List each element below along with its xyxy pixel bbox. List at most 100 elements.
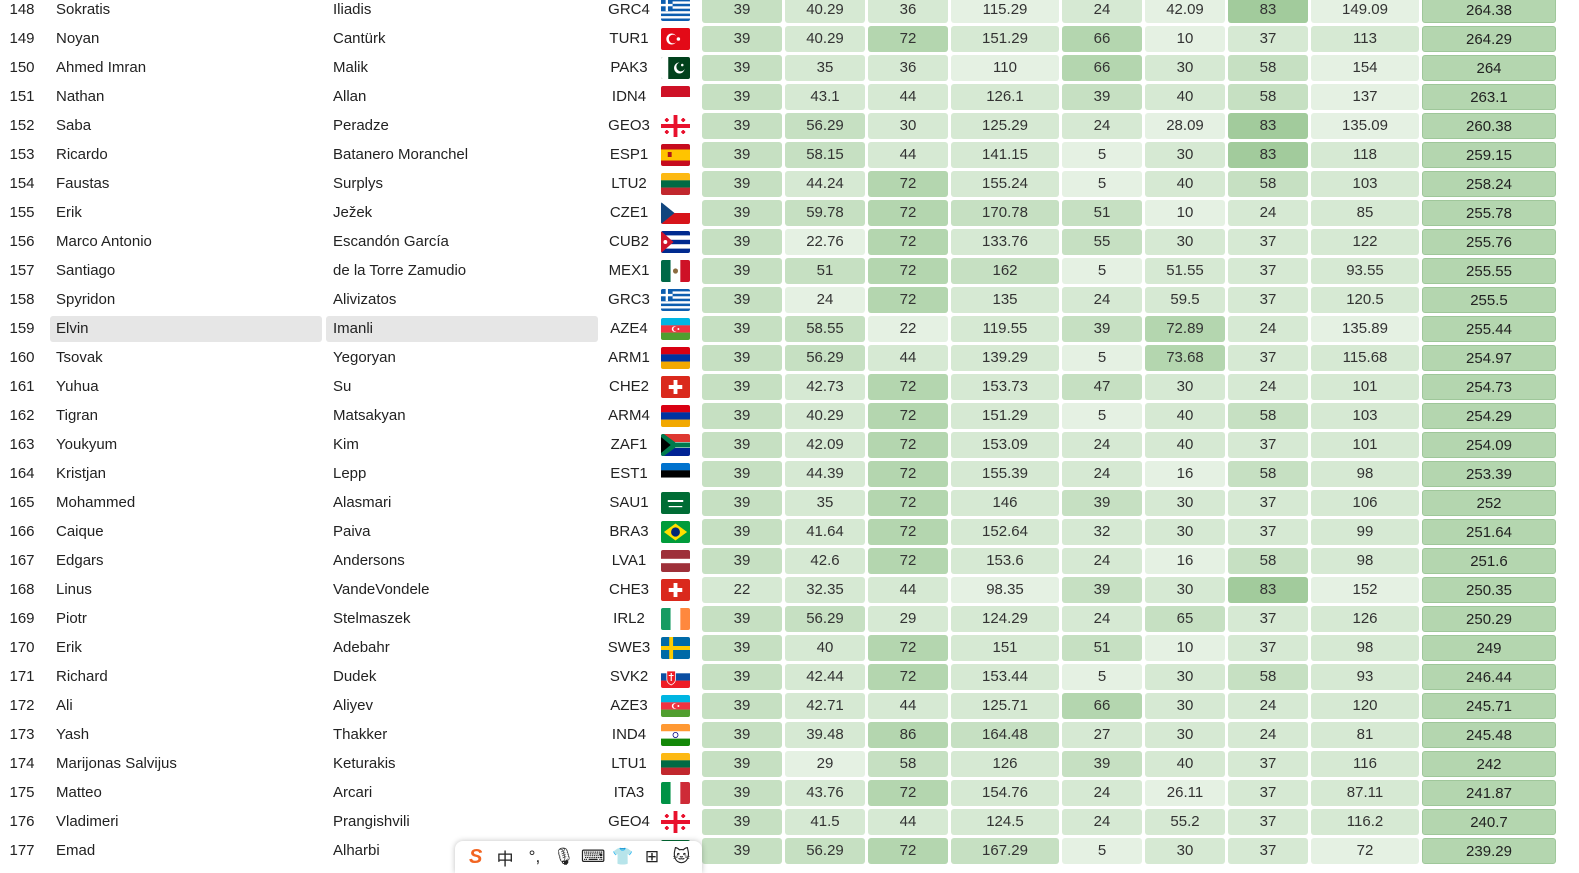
table-row[interactable]: 165 Mohammed Alasmari SAU1 39 35 72 146 39 30 37 10… [0,490,1579,518]
last-name-cell[interactable]: Ježek [333,204,373,221]
first-name-cell[interactable]: Erik [56,639,82,656]
table-row[interactable]: 177EmadAlharbiSAU23956.2972167.295303772… [0,838,1579,866]
last-name-cell[interactable]: Malik [333,59,369,76]
table-row[interactable]: 168 Linus VandeVondele CHE3 22 32.35 44 98.35 39… [0,577,1579,605]
last-name-cell[interactable]: Aliyev [333,697,374,714]
first-name-cell[interactable]: Caique [56,523,104,540]
first-name-cell[interactable]: Yuhua [56,378,99,395]
last-name-cell[interactable]: Alharbi [333,842,380,859]
table-row[interactable]: 151 Nathan Allan IDN4 39 43.1 44 126.1 39 40 58 137… [0,84,1579,112]
last-name-cell[interactable]: Su [333,378,352,395]
first-name-cell[interactable]: Mohammed [56,494,136,511]
table-row[interactable]: 159 Elvin Imanli AZE4 39 58.55 22 119.55 39 72.89… [0,316,1579,344]
first-name-cell[interactable]: Erik [56,204,82,221]
table-row[interactable]: 155 Erik Ježek CZE1 39 59.78 72 170.78 51 10 24 85 2… [0,200,1579,228]
mascot-icon[interactable]: 🐱 [672,847,691,866]
first-name-cell[interactable]: Saba [56,117,92,134]
microphone-icon[interactable]: 🎙 [553,847,575,866]
last-name-cell[interactable]: Prangishvili [333,813,410,830]
first-name-cell[interactable]: Yash [56,726,90,743]
first-name-cell[interactable]: Youkyum [56,436,118,453]
first-name-cell[interactable]: Ahmed Imran [56,59,147,76]
table-row[interactable]: 169 Piotr Stelmaszek IRL2 39 56.29 29 124.29 24 6… [0,606,1579,634]
table-row[interactable]: 166 Caique Paiva BRA3 39 41.64 72 152.64 32 30 37 9… [0,519,1579,547]
table-row[interactable]: 152 Saba Peradze GEO3 39 56.29 30 125.29 24 28.09… [0,113,1579,141]
first-name-cell[interactable]: Piotr [56,610,87,627]
skin-icon[interactable]: 👕 [611,847,634,866]
table-row[interactable]: 175 Matteo Arcari ITA3 39 43.76 72 154.76 24 26.1… [0,780,1579,808]
first-name-cell[interactable]: Ricardo [56,146,108,163]
first-name-cell[interactable]: Tigran [56,407,98,424]
first-name-cell[interactable]: Noyan [56,30,100,47]
last-name-cell[interactable]: Alasmari [333,494,392,511]
score-col-1: 39 [702,751,782,777]
sogou-icon[interactable]: S [469,845,483,868]
first-name-cell[interactable]: Emad [56,842,96,859]
last-name-cell[interactable]: Stelmaszek [333,610,411,627]
team-code-cell: GEO3 [608,117,650,134]
last-name-cell[interactable]: Andersons [333,552,405,569]
last-name-cell[interactable]: Kim [333,436,359,453]
first-name-cell[interactable]: Nathan [56,88,105,105]
table-row[interactable]: 158 Spyridon Alivizatos GRC3 39 24 72 135 24 59.5… [0,287,1579,315]
table-row[interactable]: 161 Yuhua Su CHE2 39 42.73 72 153.73 47 30 24 101 25… [0,374,1579,402]
first-name-cell[interactable]: Kristjan [56,465,107,482]
last-name-cell[interactable]: Surplys [333,175,384,192]
table-row[interactable]: 163 Youkyum Kim ZAF1 39 42.09 72 153.09 24 40 37 10… [0,432,1579,460]
last-name-cell[interactable]: Iliadis [333,1,372,18]
table-row[interactable]: 153 Ricardo Batanero Moranchel ESP1 39 58.15 4… [0,142,1579,170]
first-name-cell[interactable]: Vladimeri [56,813,119,830]
last-name-cell[interactable]: Cantürk [333,30,386,47]
last-name-cell[interactable]: Escandón García [333,233,449,250]
first-name-cell[interactable]: Santiago [56,262,116,279]
last-name-cell[interactable]: Adebahr [333,639,390,656]
table-row[interactable]: 149 Noyan Cantürk TUR1 39 40.29 72 151.29 66 10 37… [0,26,1579,54]
first-name-cell[interactable]: Spyridon [56,291,116,308]
table-row[interactable]: 172 Ali Aliyev AZE3 39 42.71 44 125.71 66 30 24 120… [0,693,1579,721]
first-name-cell[interactable]: Faustas [56,175,110,192]
first-name-cell[interactable]: Marco Antonio [56,233,152,250]
table-row[interactable]: 160 Tsovak Yegoryan ARM1 39 56.29 44 139.29 5 73.… [0,345,1579,373]
table-row[interactable]: 167 Edgars Andersons LVA1 39 42.6 72 153.6 24 16 5… [0,548,1579,576]
last-name-cell[interactable]: Paiva [333,523,371,540]
keyboard-icon[interactable]: ⌨ [580,847,606,866]
first-name-cell[interactable]: Edgars [56,552,104,569]
last-name-cell[interactable]: Allan [333,88,367,105]
last-name-cell[interactable]: Alivizatos [333,291,397,308]
first-name-cell[interactable]: Linus [56,581,92,598]
table-row[interactable]: 154 Faustas Surplys LTU2 39 44.24 72 155.24 5 40 5… [0,171,1579,199]
first-name-cell[interactable]: Richard [56,668,108,685]
last-name-cell[interactable]: Thakker [333,726,388,743]
punctuation-icon[interactable]: °, [528,847,541,866]
first-name-cell[interactable]: Matteo [56,784,102,801]
table-row[interactable]: 157 Santiago de la Torre Zamudio MEX1 39 51 72… [0,258,1579,286]
table-row[interactable]: 170 Erik Adebahr SWE3 39 40 72 151 51 10 37 98 249 [0,635,1579,663]
last-name-cell[interactable]: de la Torre Zamudio [333,262,467,279]
table-row[interactable]: 164 Kristjan Lepp EST1 39 44.39 72 155.39 24 16 58… [0,461,1579,489]
table-row[interactable]: 148 Sokratis Iliadis GRC4 39 40.29 36 115.29 24 4… [0,0,1579,25]
table-row[interactable]: 174 Marijonas Salvijus Keturakis LTU1 39 29 58… [0,751,1579,779]
table-row[interactable]: 156 Marco Antonio Escandón García CUB2 39 22.… [0,229,1579,257]
chinese-input-icon[interactable]: 中 [496,849,514,869]
last-name-cell[interactable]: Lepp [333,465,367,482]
last-name-cell[interactable]: Batanero Moranchel [333,146,469,163]
table-row[interactable]: 171 Richard Dudek SVK2 39 42.44 72 153.44 5 30 58 9… [0,664,1579,692]
last-name-cell[interactable]: Dudek [333,668,377,685]
last-name-cell[interactable]: Matsakyan [333,407,406,424]
last-name-cell[interactable]: Peradze [333,117,389,134]
last-name-cell[interactable]: Arcari [333,784,373,801]
first-name-cell[interactable]: Sokratis [56,1,111,18]
first-name-cell[interactable]: Marijonas Salvijus [56,755,177,772]
first-name-cell[interactable]: Ali [56,697,73,714]
last-name-cell[interactable]: Imanli [326,316,598,342]
first-name-cell[interactable]: Tsovak [56,349,103,366]
table-row[interactable]: 173 Yash Thakker IND4 39 39.48 86 164.48 27 30 24 8… [0,722,1579,750]
first-name-cell[interactable]: Elvin [50,316,322,342]
table-row[interactable]: 150 Ahmed Imran Malik PAK3 39 35 36 110 66 30 58 15… [0,55,1579,83]
last-name-cell[interactable]: VandeVondele [333,581,430,598]
toolbox-icon[interactable]: ⊞ [644,847,660,866]
table-row[interactable]: 176 Vladimeri Prangishvili GEO4 39 41.5 44 124.… [0,809,1579,837]
last-name-cell[interactable]: Keturakis [333,755,396,772]
table-row[interactable]: 162 Tigran Matsakyan ARM4 39 40.29 72 151.29 5 40… [0,403,1579,431]
last-name-cell[interactable]: Yegoryan [333,349,396,366]
